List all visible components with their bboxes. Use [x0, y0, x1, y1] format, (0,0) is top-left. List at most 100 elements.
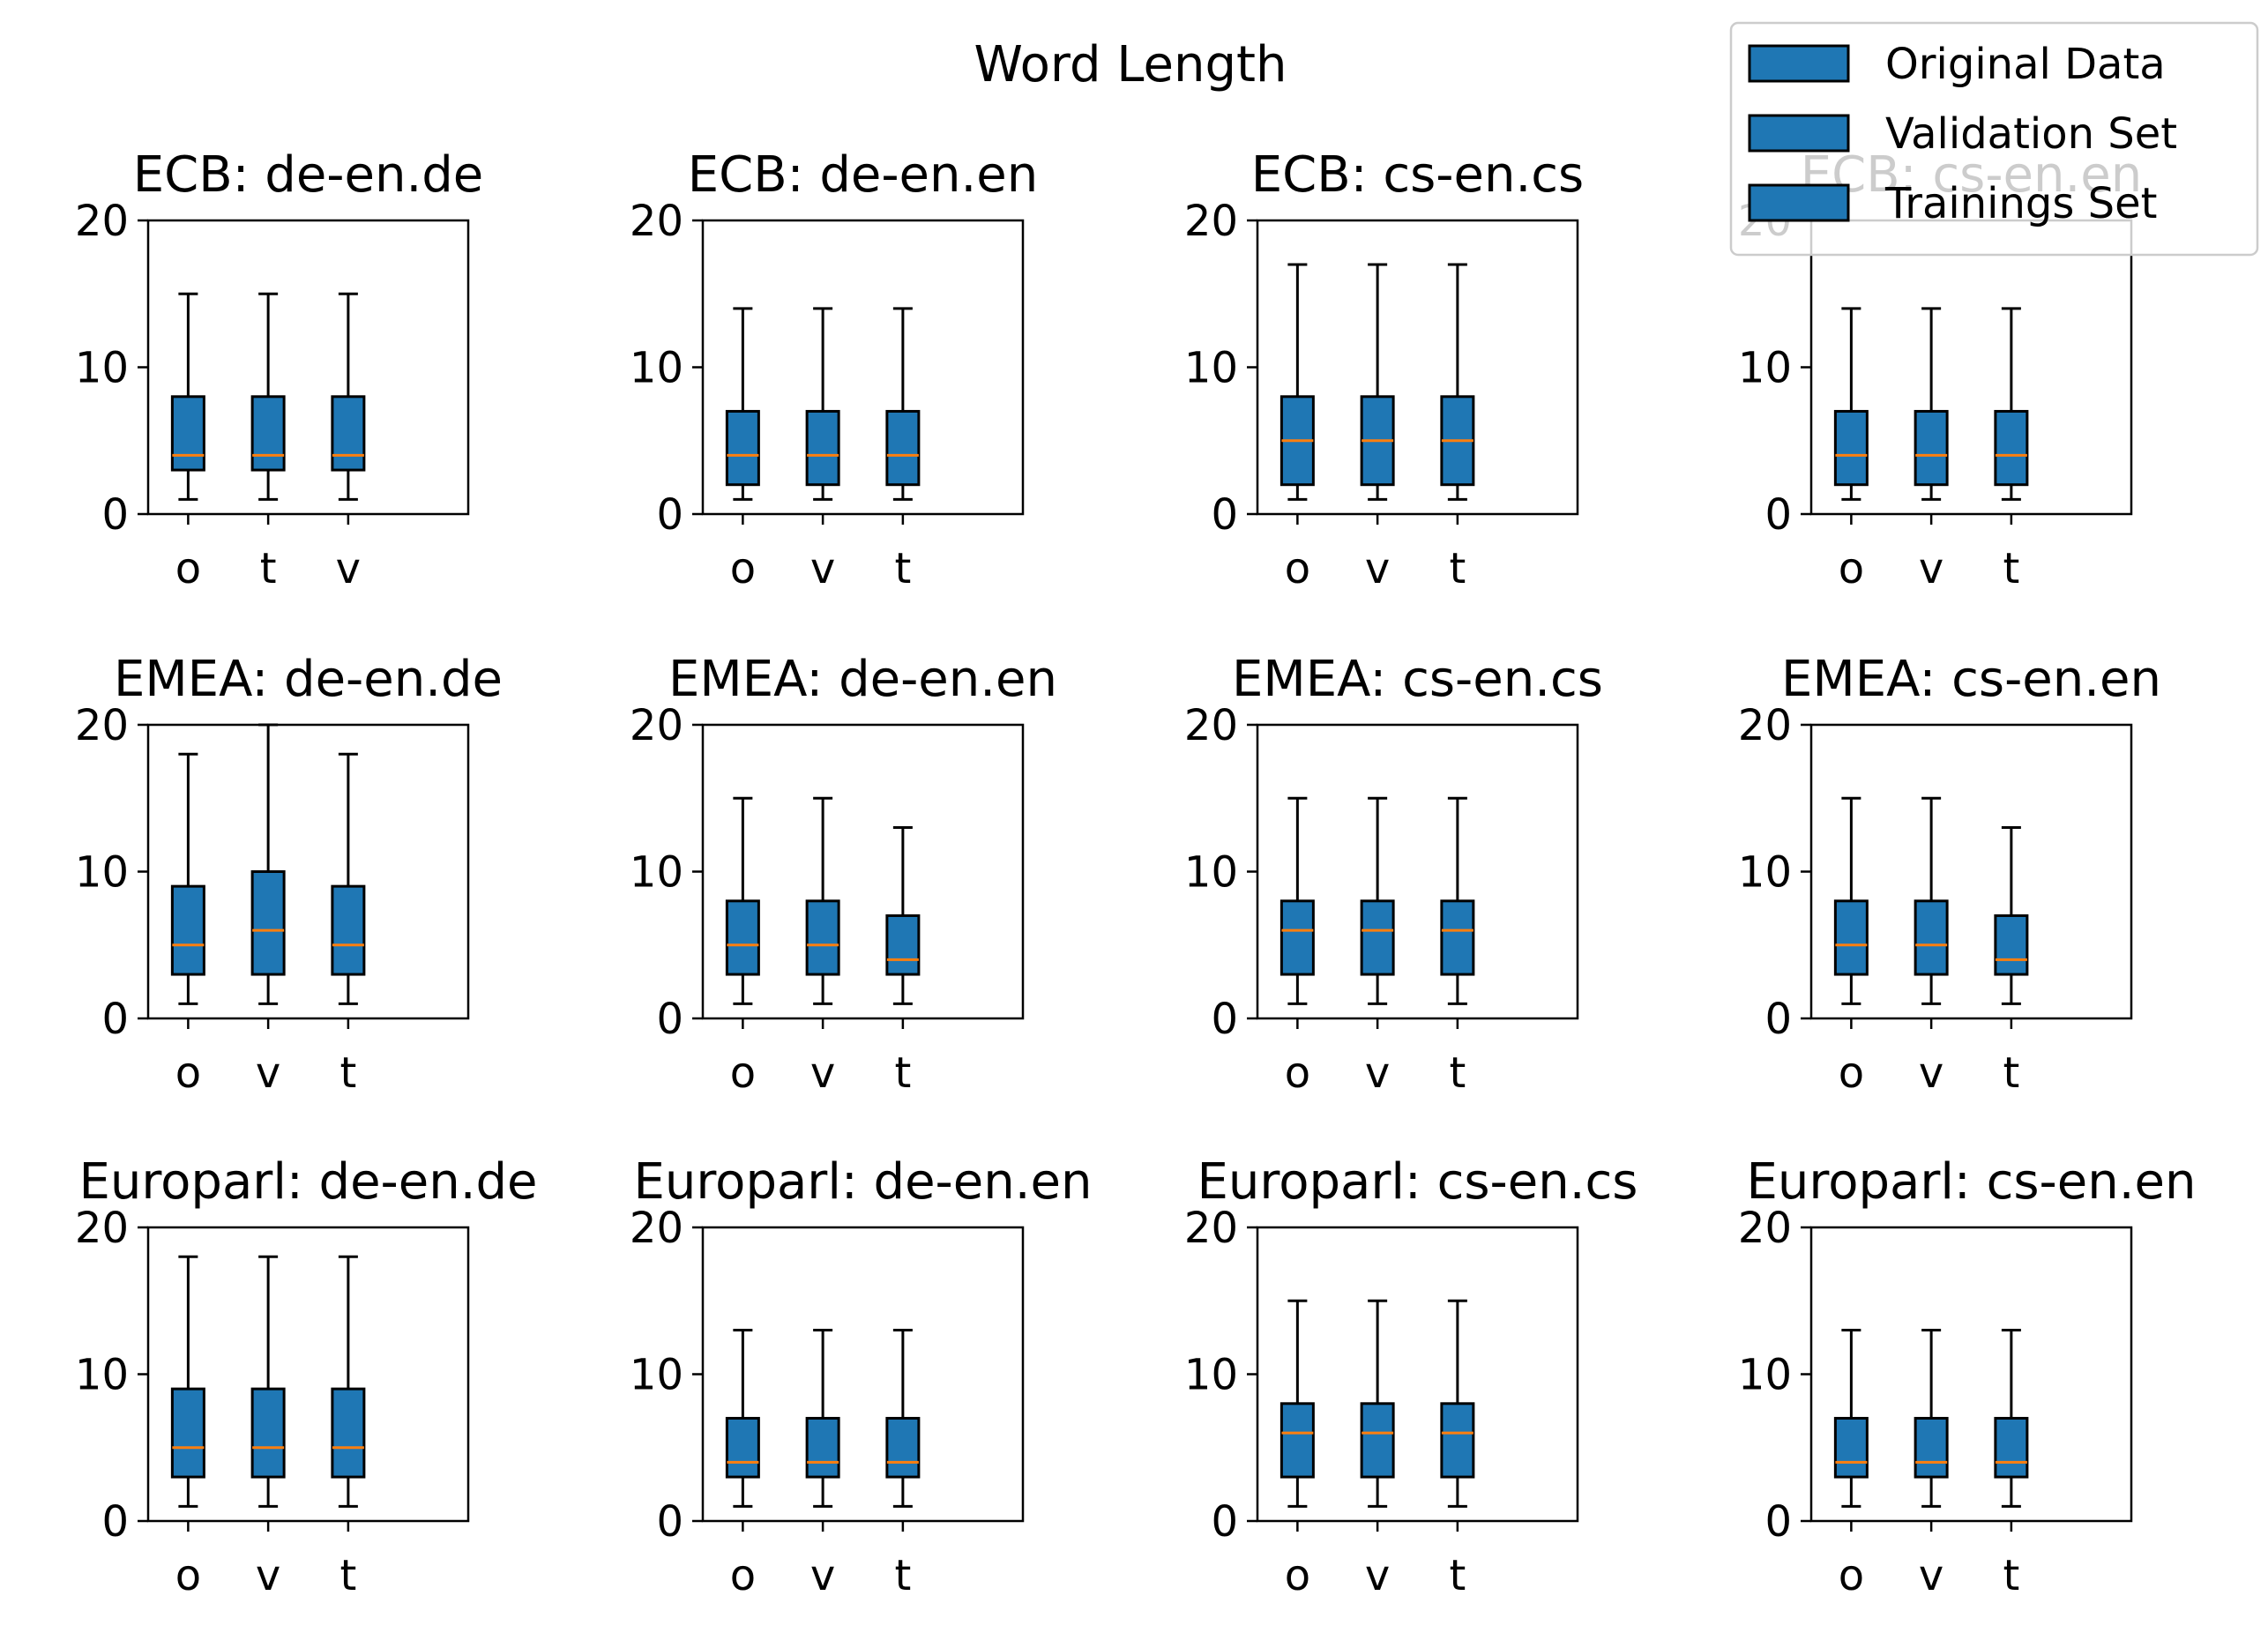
subplot-title: Europarl: de-en.en — [634, 1153, 1093, 1211]
y-tick-label: 0 — [1764, 490, 1792, 540]
subplot-title: EMEA: cs-en.en — [1781, 651, 2161, 708]
box-iqr — [170, 395, 205, 472]
y-tick-label: 10 — [75, 344, 129, 393]
x-tick-label: v — [1919, 1048, 1943, 1098]
box-o — [170, 1255, 205, 1508]
x-tick-label: t — [339, 1048, 356, 1098]
y-tick-label: 0 — [1211, 490, 1238, 540]
subplot-title: EMEA: de-en.de — [114, 651, 503, 708]
box-iqr — [250, 395, 286, 472]
x-tick-label: o — [1285, 1551, 1310, 1600]
y-tick-label: 10 — [1738, 1351, 1792, 1400]
legend: Original Data Validation Set Trainings Set — [1729, 21, 2259, 257]
box-v — [331, 292, 366, 501]
y-tick-label: 20 — [1738, 701, 1792, 750]
box-o — [170, 292, 205, 501]
box-o — [1833, 307, 1869, 501]
box-iqr — [1994, 1416, 2029, 1479]
box-iqr — [1279, 899, 1315, 976]
box-o — [170, 752, 205, 1005]
subplot-title: ECB: de-en.en — [688, 146, 1038, 204]
box-v — [1914, 307, 1949, 501]
box-iqr — [170, 884, 205, 976]
y-tick-label: 20 — [75, 197, 129, 246]
y-tick-label: 10 — [1184, 848, 1238, 898]
legend-entry: Trainings Set — [1748, 179, 2157, 228]
legend-swatch — [1748, 114, 1850, 153]
box-iqr — [725, 1416, 760, 1479]
axes-frame — [1256, 723, 1579, 1020]
subplot-title: ECB: de-en.de — [133, 146, 484, 204]
y-tick-label: 0 — [656, 995, 683, 1044]
x-tick-label: o — [730, 1048, 756, 1098]
axes-frame — [1256, 219, 1579, 516]
box-v — [1914, 1329, 1949, 1508]
box-v — [1360, 1299, 1395, 1508]
y-tick-label: 10 — [630, 848, 683, 898]
box-t — [885, 826, 921, 1005]
box-iqr — [250, 1387, 286, 1479]
x-tick-label: v — [810, 1048, 835, 1098]
y-tick-label: 20 — [630, 701, 683, 750]
x-tick-label: o — [175, 1048, 201, 1098]
box-v — [805, 1329, 840, 1508]
x-tick-label: o — [1285, 1048, 1310, 1098]
box-t — [1440, 263, 1475, 501]
x-tick-label: t — [1449, 1048, 1466, 1098]
subplot-grid: ECB: de-en.de 0 10 20 o t v ECB: de-en.en 0 10 20 o… — [75, 146, 2197, 1600]
box-v — [250, 1255, 286, 1508]
y-tick-label: 10 — [1738, 848, 1792, 898]
subplot-title: Europarl: de-en.de — [79, 1153, 538, 1211]
y-tick-label: 10 — [630, 344, 683, 393]
box-iqr — [1440, 899, 1475, 976]
box-iqr — [1833, 409, 1869, 487]
x-tick-label: v — [810, 544, 835, 593]
box-iqr — [1279, 1402, 1315, 1479]
box-t — [1994, 307, 2029, 501]
box-o — [725, 796, 760, 1005]
y-tick-label: 0 — [656, 490, 683, 540]
axes-frame — [146, 1226, 470, 1523]
box-iqr — [1994, 913, 2029, 976]
box-v — [805, 307, 840, 501]
subplot-title: Europarl: cs-en.cs — [1197, 1153, 1638, 1211]
box-v — [1360, 263, 1395, 501]
box-iqr — [885, 1416, 921, 1479]
box-v — [1914, 796, 1949, 1005]
box-o — [1279, 263, 1315, 501]
axes-frame — [701, 219, 1025, 516]
box-iqr — [1914, 1416, 1949, 1479]
x-tick-label: v — [1365, 544, 1390, 593]
box-t — [1440, 1299, 1475, 1508]
box-iqr — [725, 899, 760, 976]
x-tick-label: v — [1919, 1551, 1943, 1600]
x-tick-label: v — [1365, 1551, 1390, 1600]
box-iqr — [805, 899, 840, 976]
x-tick-label: t — [1449, 544, 1466, 593]
subplot: EMEA: de-en.en 0 10 20 o v t — [630, 651, 1057, 1098]
y-tick-label: 10 — [1738, 344, 1792, 393]
x-tick-label: v — [256, 1551, 280, 1600]
x-tick-label: o — [1839, 544, 1864, 593]
y-tick-label: 0 — [101, 1497, 129, 1547]
legend-label: Validation Set — [1885, 109, 2177, 159]
subplot: EMEA: cs-en.cs 0 10 20 o v t — [1184, 651, 1603, 1098]
box-iqr — [1360, 899, 1395, 976]
subplot: EMEA: de-en.de 0 10 20 o v t — [75, 651, 503, 1098]
x-tick-label: v — [1365, 1048, 1390, 1098]
subplot: Europarl: de-en.en 0 10 20 o v t — [630, 1153, 1093, 1600]
x-tick-label: t — [894, 1551, 911, 1600]
x-tick-label: t — [2003, 1048, 2019, 1098]
legend-swatch — [1748, 44, 1850, 83]
box-iqr — [331, 884, 366, 976]
box-t — [1440, 796, 1475, 1005]
legend-frame — [1729, 21, 2259, 257]
subplot: ECB: de-en.de 0 10 20 o t v — [75, 146, 483, 593]
x-tick-label: o — [175, 544, 201, 593]
box-t — [1994, 826, 2029, 1005]
y-tick-label: 20 — [75, 701, 129, 750]
subplot-title: EMEA: cs-en.cs — [1232, 651, 1603, 708]
subplot-title: EMEA: de-en.en — [668, 651, 1057, 708]
box-iqr — [331, 395, 366, 472]
